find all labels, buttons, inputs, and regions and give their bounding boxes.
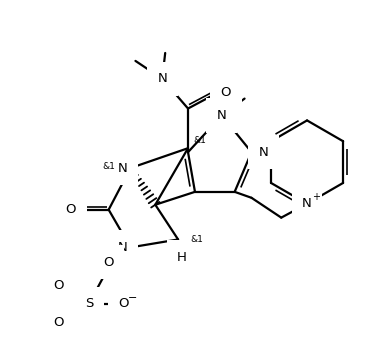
Text: O: O [66, 203, 76, 216]
Text: N: N [302, 197, 312, 210]
Text: N: N [118, 241, 127, 254]
Text: S: S [85, 297, 93, 310]
Text: O: O [221, 86, 231, 99]
Text: N: N [118, 161, 127, 175]
Text: O: O [53, 316, 63, 329]
Text: O: O [53, 278, 63, 292]
Text: +: + [312, 192, 320, 202]
Text: −: − [128, 293, 137, 303]
Text: N: N [157, 72, 167, 85]
Text: &1: &1 [193, 136, 206, 145]
Text: O: O [103, 256, 114, 269]
Text: &1: &1 [102, 161, 115, 170]
Text: N: N [259, 146, 268, 159]
Text: H: H [177, 251, 187, 264]
Text: &1: &1 [190, 235, 203, 244]
Text: O: O [118, 297, 129, 310]
Text: N: N [217, 109, 227, 122]
